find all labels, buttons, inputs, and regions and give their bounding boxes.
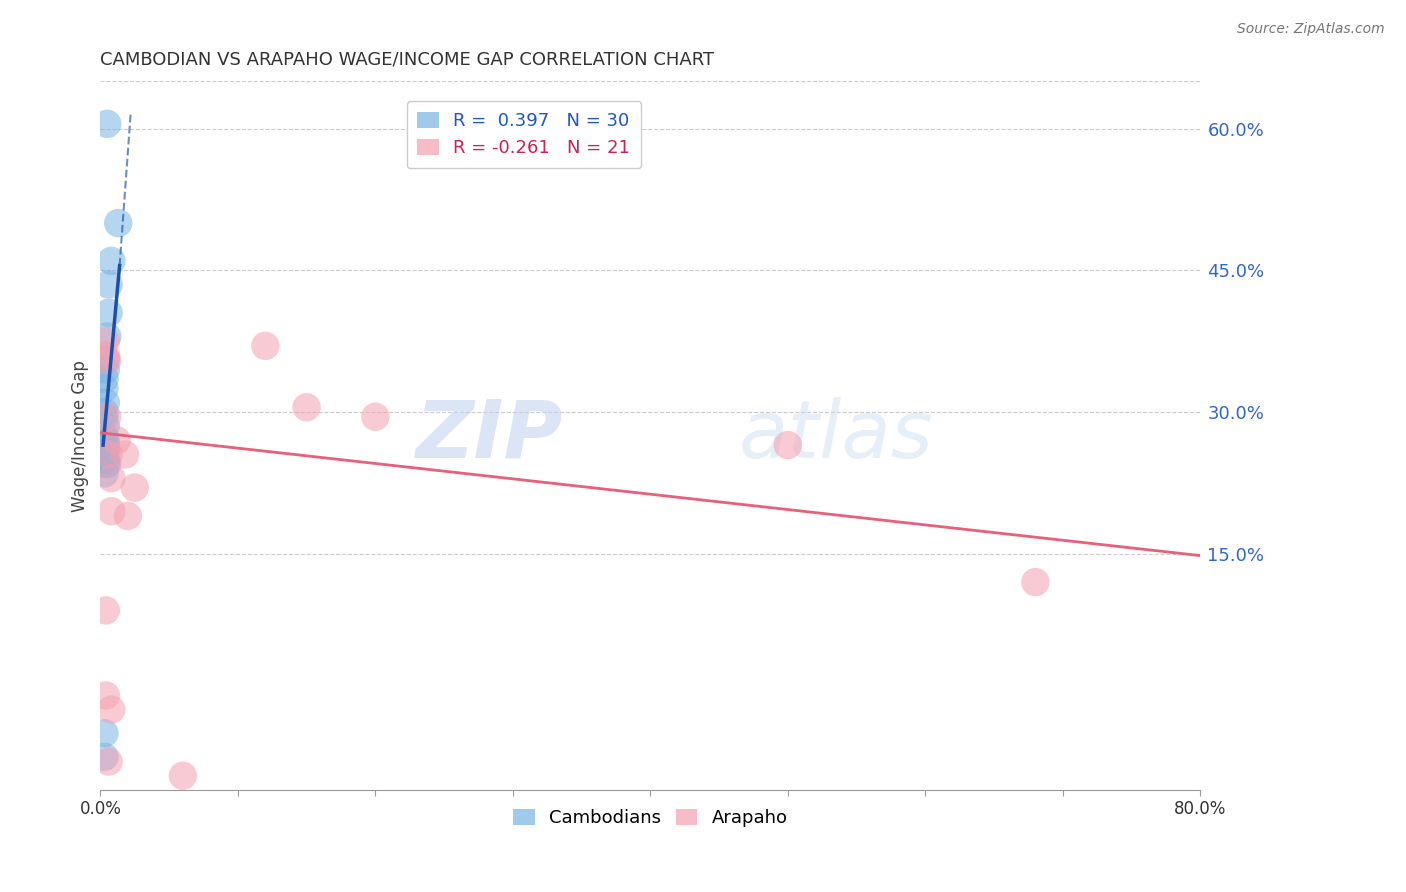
Point bbox=[94, 419, 117, 434]
Point bbox=[117, 508, 139, 523]
Legend: Cambodians, Arapaho: Cambodians, Arapaho bbox=[506, 801, 794, 834]
Point bbox=[96, 329, 118, 343]
Point bbox=[124, 481, 146, 495]
Point bbox=[93, 381, 115, 395]
Point bbox=[364, 409, 387, 424]
Text: CAMBODIAN VS ARAPAHO WAGE/INCOME GAP CORRELATION CHART: CAMBODIAN VS ARAPAHO WAGE/INCOME GAP COR… bbox=[100, 51, 714, 69]
Point bbox=[96, 457, 118, 471]
Point bbox=[93, 428, 115, 442]
Point bbox=[100, 471, 122, 485]
Text: atlas: atlas bbox=[738, 397, 934, 475]
Point bbox=[94, 348, 117, 362]
Text: ZIP: ZIP bbox=[415, 397, 562, 475]
Point bbox=[97, 448, 120, 462]
Point bbox=[114, 448, 136, 462]
Point bbox=[93, 434, 115, 448]
Point bbox=[93, 452, 115, 467]
Point bbox=[93, 405, 115, 419]
Y-axis label: Wage/Income Gap: Wage/Income Gap bbox=[72, 359, 89, 512]
Point bbox=[96, 409, 118, 424]
Point bbox=[97, 755, 120, 769]
Point bbox=[94, 457, 117, 471]
Point bbox=[107, 216, 129, 230]
Point bbox=[94, 689, 117, 703]
Point bbox=[93, 448, 115, 462]
Point bbox=[96, 353, 118, 368]
Point bbox=[93, 372, 115, 386]
Point bbox=[94, 442, 117, 457]
Point bbox=[94, 334, 117, 348]
Point bbox=[100, 253, 122, 268]
Point bbox=[776, 438, 799, 452]
Point bbox=[93, 726, 115, 740]
Point bbox=[94, 362, 117, 376]
Point bbox=[93, 409, 115, 424]
Point bbox=[91, 438, 114, 452]
Point bbox=[254, 339, 277, 353]
Point bbox=[94, 434, 117, 448]
Point bbox=[97, 306, 120, 320]
Point bbox=[105, 434, 128, 448]
Point bbox=[1024, 575, 1046, 590]
Point bbox=[93, 749, 115, 764]
Text: Source: ZipAtlas.com: Source: ZipAtlas.com bbox=[1237, 22, 1385, 37]
Point bbox=[97, 277, 120, 292]
Point bbox=[172, 769, 194, 783]
Point bbox=[93, 448, 115, 462]
Point bbox=[94, 353, 117, 368]
Point bbox=[93, 467, 115, 481]
Point bbox=[94, 452, 117, 467]
Point bbox=[96, 117, 118, 131]
Point bbox=[94, 438, 117, 452]
Point bbox=[100, 703, 122, 717]
Point bbox=[295, 401, 318, 415]
Point bbox=[100, 504, 122, 518]
Point bbox=[94, 395, 117, 409]
Point bbox=[94, 442, 117, 457]
Point bbox=[94, 603, 117, 617]
